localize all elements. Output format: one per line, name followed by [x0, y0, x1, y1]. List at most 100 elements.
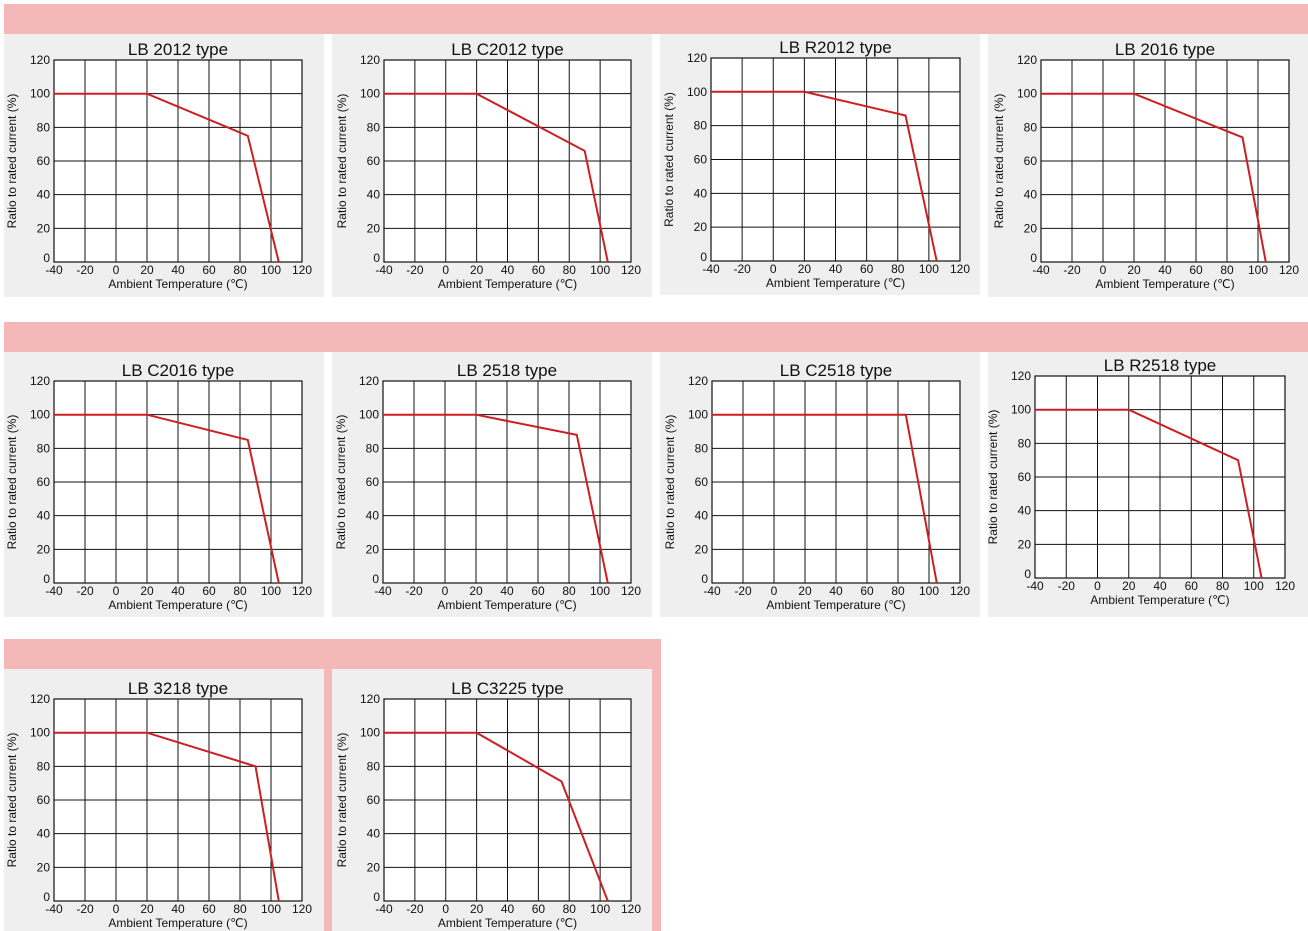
x-tick-label: 100 — [590, 584, 610, 598]
x-tick-label: 80 — [233, 584, 247, 598]
x-tick-label: 20 — [1122, 579, 1136, 593]
y-axis-label: Ratio to rated current (%) — [5, 733, 19, 868]
x-tick-label: 80 — [1216, 579, 1230, 593]
x-tick-label: -20 — [76, 902, 94, 916]
x-tick-label: 120 — [1275, 579, 1295, 593]
x-tick-label: 80 — [233, 902, 247, 916]
y-axis-label: Ratio to rated current (%) — [334, 415, 348, 550]
x-tick-label: 20 — [798, 262, 812, 276]
x-tick-label: 60 — [1189, 263, 1203, 277]
x-tick-label: 80 — [562, 584, 576, 598]
y-tick-label: 40 — [37, 827, 51, 841]
y-tick-label: 20 — [694, 220, 708, 234]
x-axis-label: Ambient Temperature (℃) — [437, 598, 576, 612]
y-tick-label: 100 — [1017, 87, 1037, 101]
x-axis-label: Ambient Temperature (℃) — [766, 598, 905, 612]
x-tick-label: 100 — [1248, 263, 1268, 277]
y-tick-label: 40 — [694, 186, 708, 200]
x-tick-label: 80 — [891, 262, 905, 276]
x-tick-label: -20 — [1058, 579, 1076, 593]
x-tick-label: 100 — [919, 584, 939, 598]
y-tick-label: 80 — [366, 441, 380, 455]
x-tick-label: 100 — [261, 584, 281, 598]
x-tick-label: 40 — [1153, 579, 1167, 593]
x-tick-label: -40 — [375, 263, 393, 277]
x-tick-label: -20 — [734, 584, 752, 598]
y-tick-label: 80 — [694, 119, 708, 133]
x-tick-label: 60 — [202, 263, 216, 277]
y-tick-label: 100 — [30, 87, 50, 101]
x-tick-label: 60 — [860, 584, 874, 598]
x-tick-label: -20 — [405, 584, 423, 598]
x-tick-label: 40 — [829, 584, 843, 598]
y-tick-label: 60 — [1024, 154, 1038, 168]
x-tick-label: 80 — [891, 584, 905, 598]
x-tick-label: 60 — [531, 584, 545, 598]
x-tick-label: 80 — [563, 902, 577, 916]
x-tick-label: 20 — [1127, 263, 1141, 277]
derating-curve — [711, 90, 938, 262]
y-tick-label: 60 — [1018, 470, 1032, 484]
x-axis-label: Ambient Temperature (℃) — [108, 916, 247, 930]
chart-title: LB C2012 type — [451, 40, 563, 59]
x-tick-label: 120 — [292, 902, 312, 916]
chart-title: LB C2016 type — [122, 361, 234, 380]
x-tick-label: 120 — [621, 902, 641, 916]
derating-curve — [1035, 408, 1263, 579]
y-axis-label: Ratio to rated current (%) — [5, 415, 19, 550]
x-tick-label: 120 — [621, 584, 641, 598]
x-axis-label: Ambient Temperature (℃) — [1090, 593, 1229, 607]
x-axis-label: Ambient Temperature (℃) — [108, 277, 247, 291]
y-tick-label: 120 — [688, 374, 708, 388]
y-tick-label: 0 — [1024, 567, 1031, 581]
derating-curve — [383, 413, 609, 584]
y-tick-label: 60 — [37, 475, 51, 489]
y-tick-label: 60 — [694, 153, 708, 167]
x-tick-label: -40 — [374, 584, 392, 598]
x-tick-label: -20 — [406, 902, 424, 916]
y-tick-label: 60 — [37, 154, 51, 168]
x-tick-label: 20 — [469, 584, 483, 598]
y-tick-label: 100 — [360, 87, 380, 101]
x-tick-label: 20 — [140, 902, 154, 916]
y-tick-label: 0 — [700, 250, 707, 264]
x-tick-label: -20 — [1063, 263, 1081, 277]
x-tick-label: 0 — [113, 263, 120, 277]
y-tick-label: 120 — [1017, 53, 1037, 67]
section-band-row2 — [4, 322, 1308, 352]
y-tick-label: 40 — [1018, 504, 1032, 518]
y-tick-label: 0 — [372, 572, 379, 586]
x-tick-label: 20 — [140, 263, 154, 277]
derating-curve — [712, 413, 938, 584]
x-tick-label: 0 — [113, 902, 120, 916]
y-axis-label: Ratio to rated current (%) — [335, 94, 349, 229]
x-tick-label: -40 — [1032, 263, 1050, 277]
y-tick-label: 20 — [695, 542, 709, 556]
y-tick-label: 0 — [1030, 251, 1037, 265]
x-tick-label: 0 — [442, 263, 449, 277]
y-tick-label: 20 — [1024, 221, 1038, 235]
y-axis-label: Ratio to rated current (%) — [335, 733, 349, 868]
chart-title: LB R2518 type — [1104, 356, 1216, 375]
x-tick-label: 100 — [919, 262, 939, 276]
x-axis-label: Ambient Temperature (℃) — [438, 916, 577, 930]
x-tick-label: 60 — [532, 263, 546, 277]
x-tick-label: 0 — [442, 902, 449, 916]
y-tick-label: 0 — [43, 890, 50, 904]
y-tick-label: 40 — [367, 188, 381, 202]
x-tick-label: 100 — [1244, 579, 1264, 593]
x-tick-label: 100 — [261, 902, 281, 916]
x-tick-label: 0 — [1094, 579, 1101, 593]
y-axis-label: Ratio to rated current (%) — [5, 94, 19, 229]
x-tick-label: 100 — [261, 263, 281, 277]
y-tick-label: 80 — [37, 441, 51, 455]
x-tick-label: 0 — [770, 262, 777, 276]
derating-curve — [54, 413, 280, 584]
y-tick-label: 120 — [359, 374, 379, 388]
